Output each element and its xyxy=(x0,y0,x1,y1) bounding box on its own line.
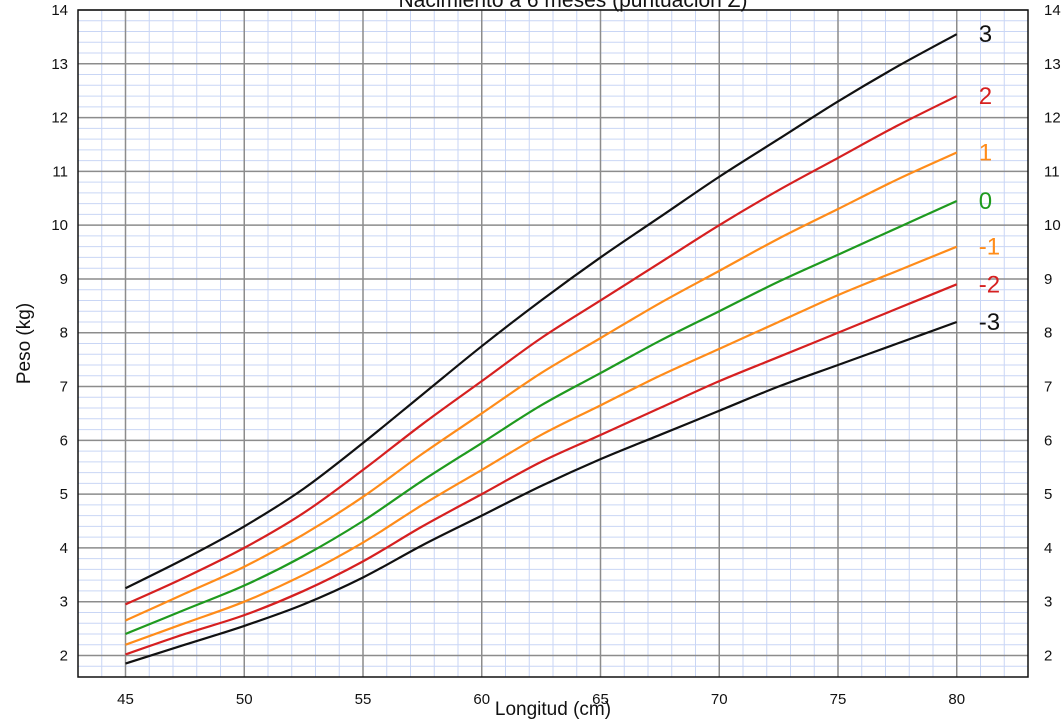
y-tick-label-left: 10 xyxy=(51,217,68,234)
x-tick-label: 60 xyxy=(473,691,490,708)
y-tick-label-left: 9 xyxy=(60,271,68,288)
curve-z-0 xyxy=(125,199,958,635)
y-tick-label-right: 5 xyxy=(1044,486,1052,503)
y-tick-label-right: 6 xyxy=(1044,432,1052,449)
y-tick-labels-left: 2 3 4 5 6 7 8 9 10 11 12 13 14 xyxy=(51,2,68,664)
y-tick-label-left: 6 xyxy=(60,432,68,449)
y-tick-label-left: 4 xyxy=(60,540,68,557)
y-tick-label-right: 2 xyxy=(1044,647,1052,664)
y-tick-label-left: 12 xyxy=(51,110,68,127)
y-tick-label-right: 12 xyxy=(1044,110,1061,127)
y-tick-label-right: 9 xyxy=(1044,271,1052,288)
curve-label-z-2: 2 xyxy=(979,83,992,110)
x-tick-labels: 45 50 55 60 65 70 75 80 xyxy=(117,691,965,708)
curve-z--1 xyxy=(125,245,958,646)
y-tick-label-right: 4 xyxy=(1044,540,1052,557)
y-tick-label-right: 14 xyxy=(1044,2,1061,19)
plot-frame xyxy=(77,9,1029,678)
y-tick-label-right: 8 xyxy=(1044,325,1052,342)
x-tick-label: 75 xyxy=(830,691,847,708)
x-tick-label: 50 xyxy=(236,691,253,708)
curve-label-z--3: -3 xyxy=(979,309,1000,336)
y-tick-label-left: 3 xyxy=(60,594,68,611)
x-tick-label: 70 xyxy=(711,691,728,708)
curves xyxy=(125,33,958,665)
y-tick-label-left: 5 xyxy=(60,486,68,503)
major-grid xyxy=(78,9,1028,677)
y-tick-label-left: 8 xyxy=(60,325,68,342)
y-tick-label-left: 14 xyxy=(51,2,68,19)
curve-label-z-0: 0 xyxy=(979,188,992,215)
y-tick-label-left: 11 xyxy=(52,163,68,180)
curve-z-2 xyxy=(125,95,958,606)
x-tick-label: 80 xyxy=(948,691,965,708)
x-tick-label: 45 xyxy=(117,691,134,708)
y-tick-label-right: 13 xyxy=(1044,56,1061,73)
y-tick-label-left: 7 xyxy=(60,379,68,396)
y-tick-label-left: 2 xyxy=(60,647,68,664)
y-tick-label-right: 11 xyxy=(1044,163,1060,180)
x-axis-label: Longitud (cm) xyxy=(495,699,611,720)
curve-label-z--2: -2 xyxy=(979,271,1000,298)
x-tick-label: 65 xyxy=(592,691,609,708)
curve-label-z-1: 1 xyxy=(979,140,992,167)
curve-z--3 xyxy=(125,320,958,665)
chart-title: Nacimiento a 6 meses (puntuación Z) xyxy=(399,0,748,12)
y-tick-label-right: 10 xyxy=(1044,217,1061,234)
curve-z-1 xyxy=(125,151,958,622)
curve-z-3 xyxy=(125,33,958,590)
curve-label-z-3: 3 xyxy=(979,21,992,48)
y-axis-label: Peso (kg) xyxy=(14,303,35,384)
y-tick-label-right: 7 xyxy=(1044,379,1052,396)
y-tick-label-right: 3 xyxy=(1044,594,1052,611)
curve-labels: 3 2 1 0 -1 -2 -3 xyxy=(979,21,1000,336)
x-tick-label: 55 xyxy=(355,691,372,708)
curve-label-z--1: -1 xyxy=(979,234,1000,261)
curve-z--2 xyxy=(125,283,958,656)
y-tick-label-left: 13 xyxy=(51,56,68,73)
y-tick-labels-right: 2 3 4 5 6 7 8 9 10 11 12 13 14 xyxy=(1044,2,1061,664)
